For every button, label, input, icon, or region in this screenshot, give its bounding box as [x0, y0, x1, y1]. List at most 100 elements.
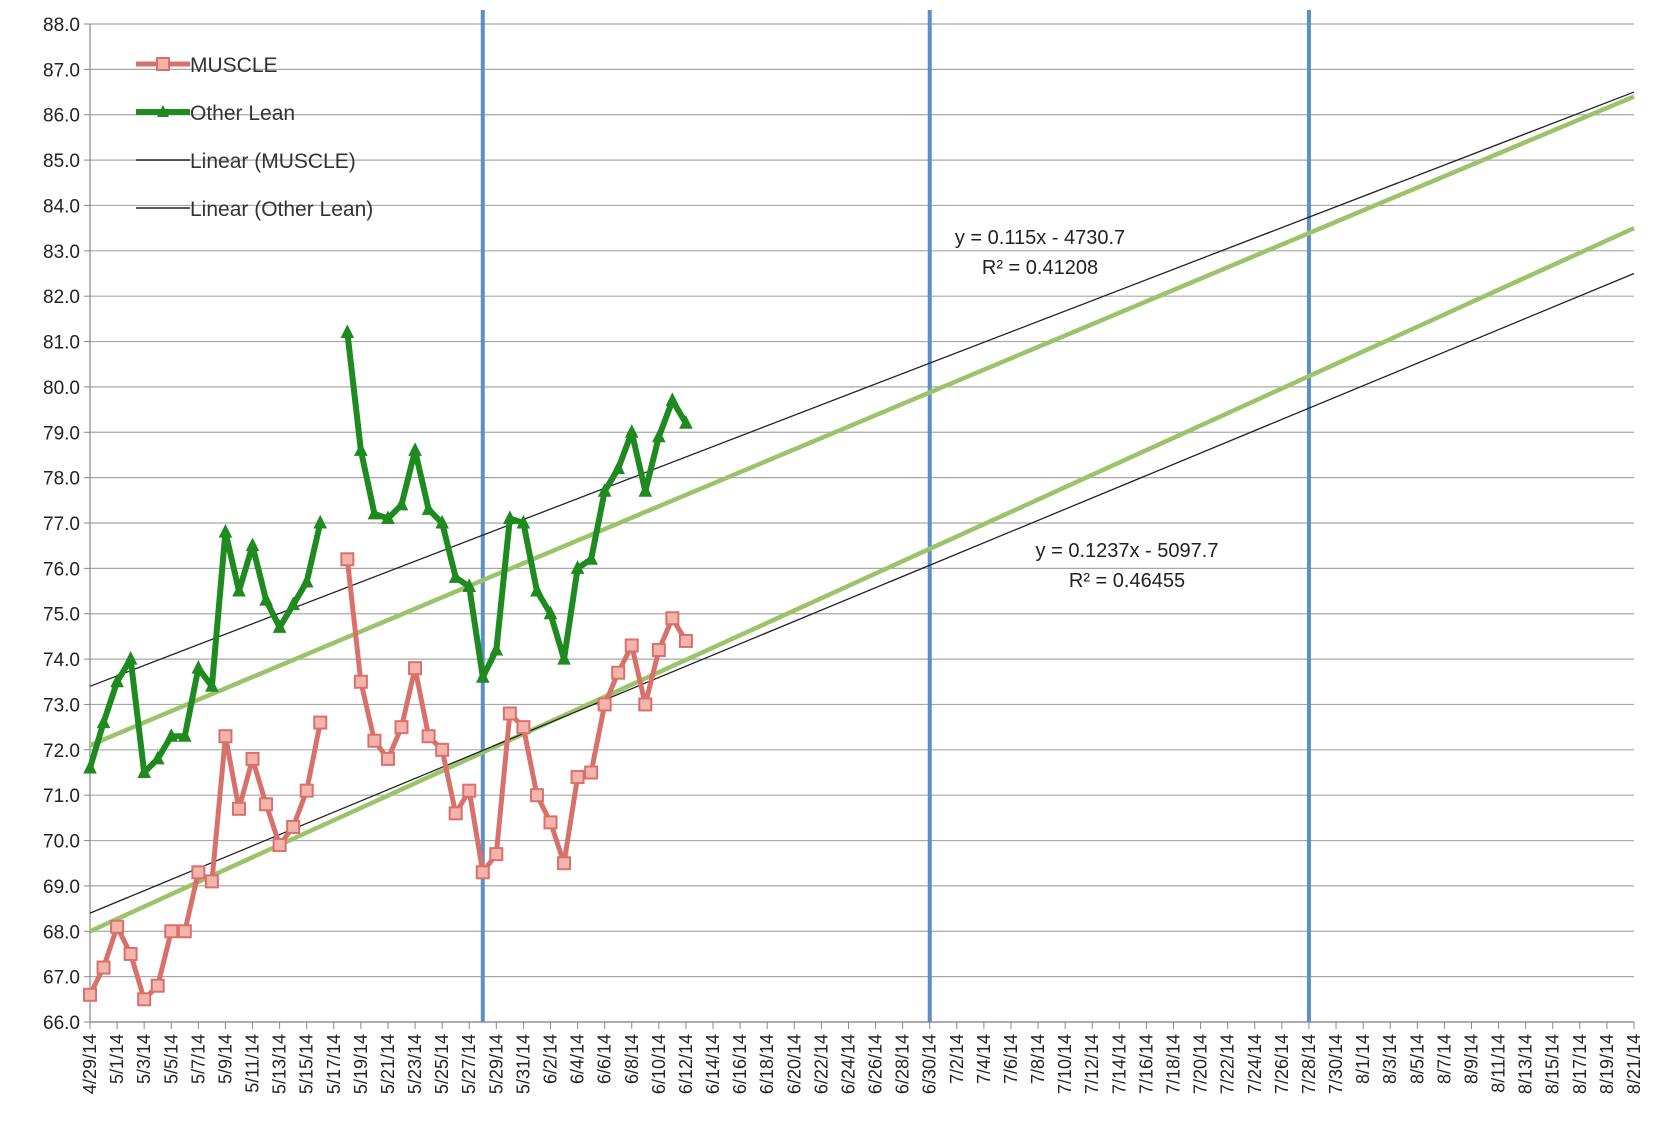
data-point [638, 697, 653, 712]
y-tick-label: 75.0 [43, 605, 80, 626]
legend-label: Linear (Other Lean) [190, 198, 373, 221]
x-tick-label: 7/24/14 [1245, 1034, 1265, 1094]
x-tick-label: 8/5/14 [1407, 1034, 1427, 1084]
data-point [624, 424, 639, 438]
x-tick-label: 7/8/14 [1028, 1034, 1048, 1084]
data-point [624, 638, 639, 653]
x-tick-label: 7/30/14 [1326, 1034, 1346, 1094]
data-point [597, 483, 612, 497]
data-point [150, 750, 165, 765]
x-tick-label: 6/6/14 [595, 1034, 615, 1084]
x-tick-label: 8/11/14 [1489, 1034, 1509, 1093]
legend-label: MUSCLE [190, 54, 278, 77]
data-point [137, 992, 152, 1007]
x-tick-label: 5/3/14 [134, 1034, 154, 1084]
data-point [205, 678, 219, 692]
data-point [516, 720, 531, 735]
data-point [110, 673, 124, 688]
x-tick-label: 8/7/14 [1434, 1034, 1454, 1084]
x-tick-label: 5/1/14 [107, 1034, 127, 1084]
x-tick-label: 7/22/14 [1218, 1034, 1238, 1094]
x-tick-label: 8/17/14 [1570, 1034, 1590, 1094]
x-tick-label: 6/14/14 [703, 1034, 723, 1094]
x-tick-label: 5/25/14 [432, 1034, 452, 1094]
data-point [245, 751, 260, 766]
data-point [96, 960, 111, 975]
x-tick-label: 5/27/14 [459, 1034, 479, 1094]
x-tick-label: 7/20/14 [1191, 1034, 1211, 1094]
data-point [286, 819, 301, 834]
x-tick-label: 6/16/14 [730, 1034, 750, 1094]
x-tick-label: 7/26/14 [1272, 1034, 1292, 1094]
data-point [367, 505, 382, 520]
data-point [678, 633, 693, 648]
data-point [177, 728, 192, 742]
data-point [435, 514, 449, 529]
y-tick-label: 71.0 [43, 786, 80, 807]
data-point [96, 714, 111, 729]
data-point [83, 987, 97, 1002]
x-tick-label: 7/12/14 [1082, 1034, 1102, 1094]
data-point [381, 510, 395, 524]
x-tick-label: 7/14/14 [1109, 1034, 1129, 1094]
x-axis-ticks: 4/29/14 5/1/14 5/3/14 5/5/14 5/7/14 5/9/14 5/1… [80, 1022, 1644, 1094]
x-tick-label: 8/15/14 [1543, 1034, 1563, 1094]
x-tick-label: 4/29/14 [80, 1034, 100, 1094]
trend-equation: y = 0.1237x - 5097.7 [1036, 540, 1219, 562]
data-point [137, 764, 151, 778]
data-point [394, 496, 409, 511]
data-point [177, 924, 192, 939]
x-tick-label: 5/19/14 [351, 1034, 371, 1094]
data-point [218, 729, 233, 744]
data-point [462, 578, 477, 593]
x-tick-label: 6/2/14 [540, 1034, 560, 1084]
y-tick-label: 80.0 [43, 378, 80, 399]
data-point [448, 569, 463, 583]
series-muscle [83, 552, 693, 1007]
data-point [408, 661, 423, 676]
y-tick-label: 72.0 [43, 741, 80, 762]
data-point [259, 592, 273, 606]
data-point [543, 815, 558, 830]
data-point [570, 560, 585, 574]
y-tick-label: 77.0 [43, 514, 80, 535]
x-tick-label: 7/16/14 [1136, 1034, 1156, 1094]
trend-equations: y = 0.1237x - 5097.7 R² = 0.46455 y = 0.11… [955, 227, 1219, 592]
x-tick-label: 8/21/14 [1624, 1034, 1644, 1094]
trendlines [89, 91, 1635, 914]
trendline [89, 272, 1635, 914]
data-point [502, 706, 517, 721]
x-tick-label: 5/17/14 [324, 1034, 344, 1094]
y-tick-label: 68.0 [43, 922, 80, 943]
legend-swatch-marker [156, 57, 170, 71]
data-point [313, 514, 328, 529]
trend-r-squared: R² = 0.46455 [1069, 570, 1185, 592]
data-point [123, 650, 138, 665]
data-point [665, 611, 680, 626]
x-tick-label: 6/4/14 [568, 1034, 588, 1084]
x-tick-label: 5/9/14 [215, 1034, 235, 1084]
series-line [87, 520, 324, 776]
x-tick-label: 5/21/14 [378, 1034, 398, 1094]
y-tick-label: 87.0 [43, 60, 80, 81]
y-tick-label: 86.0 [43, 106, 80, 127]
data-point [150, 978, 165, 993]
projection-lines [89, 94, 1635, 934]
legend-label: Other Lean [190, 102, 295, 125]
data-point [164, 924, 179, 939]
x-tick-label: 6/26/14 [866, 1034, 886, 1094]
x-tick-label: 7/6/14 [1001, 1034, 1021, 1084]
data-point [475, 669, 490, 683]
x-tick-label: 7/18/14 [1164, 1034, 1184, 1094]
data-point [232, 582, 246, 597]
legend-item: Linear (MUSCLE) [136, 150, 356, 173]
projection-line [89, 94, 1635, 748]
x-tick-label: 6/22/14 [811, 1034, 831, 1094]
y-tick-label: 74.0 [43, 650, 80, 671]
y-tick-label: 67.0 [43, 968, 80, 989]
x-tick-label: 6/10/14 [649, 1034, 669, 1094]
data-point [421, 501, 436, 515]
y-tick-label: 73.0 [43, 695, 80, 716]
projection-line [89, 226, 1635, 934]
data-point [421, 729, 436, 744]
